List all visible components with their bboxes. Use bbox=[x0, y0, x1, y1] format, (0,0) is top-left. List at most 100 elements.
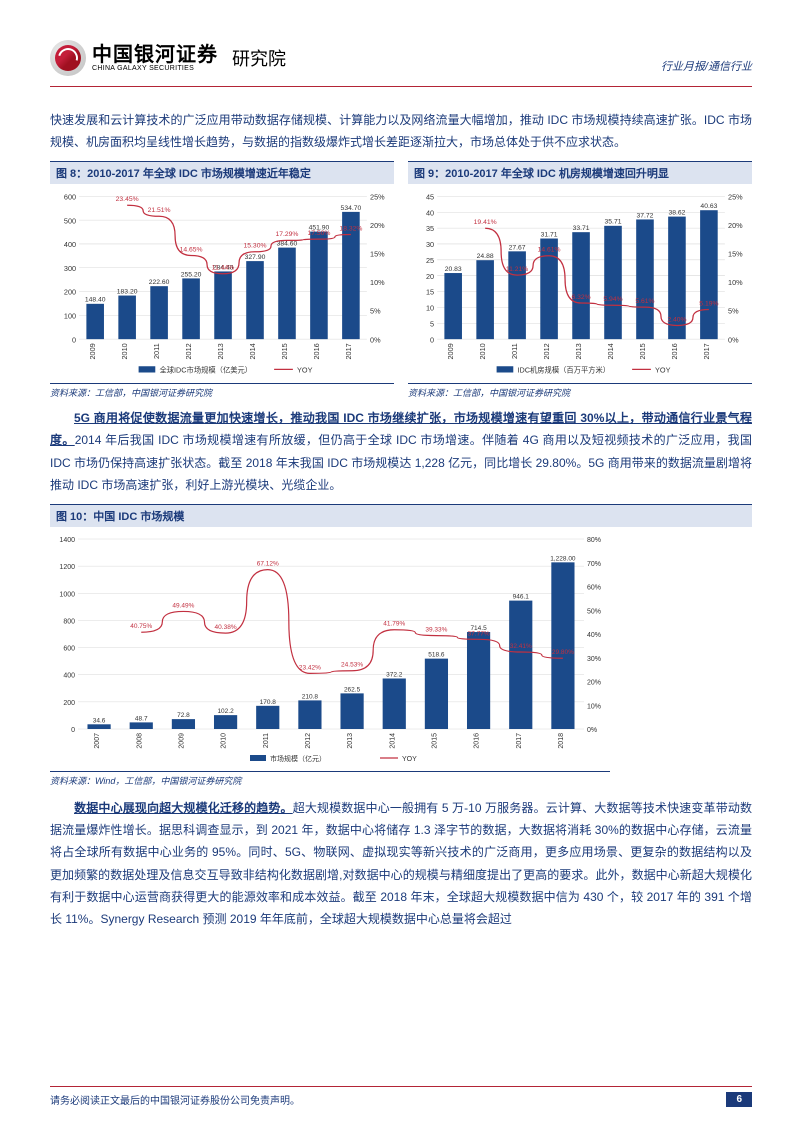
institute-label: 研究院 bbox=[232, 45, 286, 71]
svg-text:222.60: 222.60 bbox=[149, 279, 170, 286]
svg-text:0: 0 bbox=[72, 336, 76, 345]
svg-text:39.33%: 39.33% bbox=[425, 627, 447, 634]
paragraph-3-rest: 超大规模数据中心一般拥有 5 万-10 万服务器。云计算、大数据等技术快速变革带… bbox=[50, 801, 752, 926]
svg-text:35.71: 35.71 bbox=[605, 219, 622, 226]
svg-text:2015: 2015 bbox=[280, 344, 289, 360]
svg-text:25%: 25% bbox=[370, 193, 385, 202]
svg-text:18.32%: 18.32% bbox=[339, 226, 362, 233]
svg-text:40.75%: 40.75% bbox=[130, 623, 152, 630]
svg-text:15.30%: 15.30% bbox=[244, 243, 267, 250]
svg-text:37.77%: 37.77% bbox=[468, 630, 490, 637]
svg-text:40: 40 bbox=[426, 209, 434, 218]
svg-text:15%: 15% bbox=[370, 250, 385, 259]
svg-text:21.51%: 21.51% bbox=[148, 207, 171, 214]
figure-10-chart: 02004006008001000120014000%10%20%30%40%5… bbox=[50, 527, 752, 769]
svg-text:1,228.00: 1,228.00 bbox=[550, 555, 576, 562]
svg-text:19.41%: 19.41% bbox=[474, 219, 497, 226]
svg-text:2015: 2015 bbox=[638, 344, 647, 360]
svg-text:80%: 80% bbox=[587, 537, 601, 544]
svg-text:25%: 25% bbox=[728, 193, 743, 202]
svg-text:10: 10 bbox=[426, 304, 434, 313]
svg-text:48.7: 48.7 bbox=[135, 715, 148, 722]
svg-text:5%: 5% bbox=[728, 307, 739, 316]
figure-9-chart: 0510152025303540450%5%10%15%20%25%20.832… bbox=[408, 184, 752, 381]
svg-text:市场规模（亿元）: 市场规模（亿元） bbox=[270, 754, 326, 763]
footer-disclaimer: 请务必阅读正文最后的中国银河证券股份公司免责声明。 bbox=[50, 1092, 300, 1107]
svg-text:2014: 2014 bbox=[248, 344, 257, 360]
svg-text:0%: 0% bbox=[728, 336, 739, 345]
paragraph-2-rest: 2014 年后我国 IDC 市场规模增速有所放缓，但仍高于全球 IDC 市场增速… bbox=[50, 433, 752, 491]
svg-text:2014: 2014 bbox=[389, 733, 396, 749]
svg-text:200: 200 bbox=[64, 288, 76, 297]
svg-text:0%: 0% bbox=[587, 727, 597, 734]
svg-text:946.1: 946.1 bbox=[513, 594, 530, 601]
figure-9-title: 图 9：2010-2017 年全球 IDC 机房规模增速回升明显 bbox=[408, 161, 752, 184]
svg-text:534.70: 534.70 bbox=[341, 205, 362, 212]
svg-text:30%: 30% bbox=[587, 656, 601, 663]
svg-text:2013: 2013 bbox=[347, 733, 354, 749]
svg-text:2013: 2013 bbox=[216, 344, 225, 360]
svg-text:2012: 2012 bbox=[542, 344, 551, 360]
svg-text:IDC机房规模（百万平方米）: IDC机房规模（百万平方米） bbox=[517, 366, 610, 375]
svg-text:14.61%: 14.61% bbox=[538, 247, 561, 254]
svg-text:2013: 2013 bbox=[574, 344, 583, 360]
svg-text:2009: 2009 bbox=[446, 344, 455, 360]
svg-text:2017: 2017 bbox=[344, 344, 353, 360]
svg-text:2009: 2009 bbox=[178, 733, 185, 749]
svg-text:2012: 2012 bbox=[184, 344, 193, 360]
svg-text:60%: 60% bbox=[587, 584, 601, 591]
svg-text:2012: 2012 bbox=[305, 733, 312, 749]
figure-8-source: 资料来源：工信部，中国银河证券研究院 bbox=[50, 383, 394, 399]
svg-text:1000: 1000 bbox=[59, 591, 75, 598]
figure-8-title: 图 8：2010-2017 年全球 IDC 市场规模增速近年稳定 bbox=[50, 161, 394, 184]
svg-text:6.32%: 6.32% bbox=[571, 294, 590, 301]
svg-text:20%: 20% bbox=[728, 221, 743, 230]
paragraph-3: 数据中心展现向超大规模化迁移的趋势。超大规模数据中心一般拥有 5 万-10 万服… bbox=[50, 797, 752, 930]
svg-text:YOY: YOY bbox=[297, 366, 313, 375]
svg-text:2016: 2016 bbox=[474, 733, 481, 749]
svg-text:41.79%: 41.79% bbox=[383, 621, 405, 628]
svg-text:102.2: 102.2 bbox=[217, 708, 234, 715]
footer: 请务必阅读正文最后的中国银河证券股份公司免责声明。 6 bbox=[50, 1086, 752, 1107]
figure-9-source: 资料来源：工信部，中国银河证券研究院 bbox=[408, 383, 752, 399]
svg-text:YOY: YOY bbox=[402, 756, 417, 763]
svg-text:34.6: 34.6 bbox=[93, 717, 106, 724]
header-divider bbox=[50, 86, 752, 87]
svg-text:10%: 10% bbox=[587, 703, 601, 710]
svg-text:5%: 5% bbox=[370, 307, 381, 316]
svg-text:1200: 1200 bbox=[59, 564, 75, 571]
svg-text:11.21%: 11.21% bbox=[506, 266, 528, 273]
svg-text:170.8: 170.8 bbox=[260, 699, 277, 706]
svg-text:72.8: 72.8 bbox=[177, 712, 190, 719]
svg-text:10%: 10% bbox=[728, 279, 743, 288]
svg-text:45: 45 bbox=[426, 193, 434, 202]
svg-text:183.20: 183.20 bbox=[117, 289, 138, 296]
svg-text:500: 500 bbox=[64, 217, 76, 226]
svg-text:2015: 2015 bbox=[431, 733, 438, 749]
svg-text:23.42%: 23.42% bbox=[299, 664, 321, 671]
svg-text:384.60: 384.60 bbox=[277, 241, 298, 248]
svg-text:35: 35 bbox=[426, 225, 434, 234]
logo-mark bbox=[50, 40, 86, 76]
svg-text:49.49%: 49.49% bbox=[172, 602, 194, 609]
figure-10-title: 图 10：中国 IDC 市场规模 bbox=[50, 504, 752, 527]
page-number: 6 bbox=[726, 1092, 752, 1107]
logo-text-en: CHINA GALAXY SECURITIES bbox=[92, 65, 218, 72]
svg-text:327.90: 327.90 bbox=[245, 254, 266, 261]
svg-text:2011: 2011 bbox=[510, 344, 519, 360]
svg-text:400: 400 bbox=[63, 673, 75, 680]
svg-text:2010: 2010 bbox=[221, 733, 228, 749]
svg-text:2017: 2017 bbox=[702, 344, 711, 360]
svg-text:37.72: 37.72 bbox=[637, 213, 654, 220]
svg-text:210.8: 210.8 bbox=[302, 693, 319, 700]
svg-text:0%: 0% bbox=[370, 336, 381, 345]
svg-text:YOY: YOY bbox=[655, 366, 671, 375]
svg-text:2010: 2010 bbox=[120, 344, 129, 360]
svg-text:2010: 2010 bbox=[478, 344, 487, 360]
figure-10-source: 资料来源：Wind，工信部，中国银河证券研究院 bbox=[50, 771, 610, 787]
svg-text:2016: 2016 bbox=[312, 344, 321, 360]
svg-text:0: 0 bbox=[430, 336, 434, 345]
svg-text:5.61%: 5.61% bbox=[635, 298, 654, 305]
svg-text:27.67: 27.67 bbox=[509, 245, 526, 252]
logo-text-cn: 中国银河证券 bbox=[92, 45, 218, 65]
